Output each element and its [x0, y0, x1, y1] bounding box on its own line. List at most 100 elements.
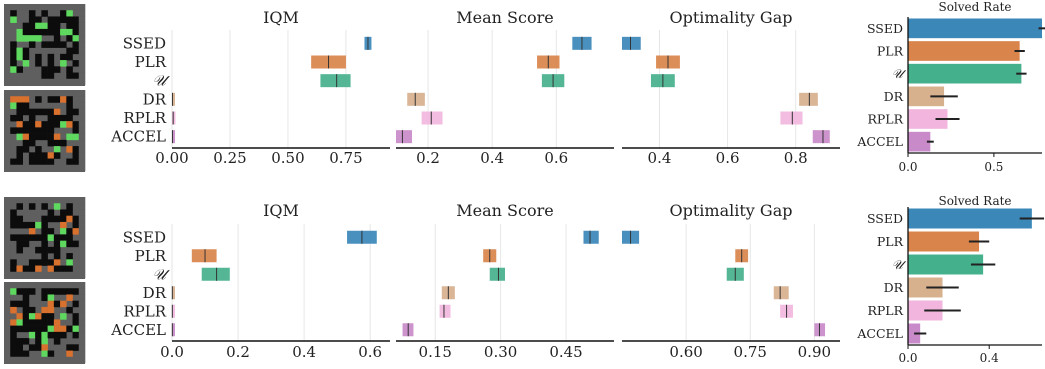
maze-wall-cell: [4, 4, 11, 11]
maze-wall-cell: [10, 164, 17, 172]
maze-floor-cell: [53, 16, 61, 23]
maze-wall-cell: [28, 164, 36, 172]
maze-floor-cell: [41, 288, 48, 295]
method-label: SSED: [867, 21, 903, 36]
maze-floor-cell: [16, 325, 23, 333]
maze-goal-cell: [66, 259, 73, 266]
maze-wall-cell: [35, 271, 42, 279]
maze-wall-cell: [16, 90, 23, 97]
maze-wall-cell: [4, 90, 11, 97]
maze-floor-cell: [60, 265, 67, 273]
maze-floor-cell: [47, 22, 55, 30]
maze-floor-cell: [41, 228, 48, 235]
maze-wall-cell: [4, 158, 11, 166]
maze-wall-cell: [41, 78, 48, 86]
maze-wall-cell: [78, 271, 86, 279]
maze-wall-cell: [41, 271, 48, 279]
maze-wall-cell: [47, 271, 55, 279]
maze-floor-cell: [41, 325, 48, 333]
maze-goal-cell: [60, 313, 67, 320]
maze-floor-cell: [22, 127, 30, 134]
maze-wall-cell: [4, 282, 11, 289]
maze-goal-cell: [72, 35, 80, 42]
maze-floor-cell: [22, 47, 30, 55]
maze-brick-cell: [60, 325, 67, 333]
panel-title: Mean Score: [456, 8, 553, 27]
maze-floor-cell: [53, 300, 61, 308]
maze-goal-cell: [41, 350, 48, 358]
maze-brick-cell: [47, 306, 55, 314]
maze-floor-cell: [47, 96, 55, 103]
maze-floor-cell: [10, 209, 17, 216]
maze-floor-cell: [72, 300, 80, 308]
maze-wall-cell: [4, 209, 11, 216]
maze-goal-cell: [60, 121, 67, 128]
maze-wall-cell: [78, 146, 86, 153]
maze-floor-cell: [10, 344, 17, 351]
maze-wall-cell: [10, 4, 17, 11]
interval-bar: [439, 304, 451, 318]
maze-floor-cell: [22, 121, 30, 128]
maze-wall-cell: [78, 203, 86, 210]
maze-wall-cell: [66, 282, 73, 289]
solved-bar: [908, 208, 1032, 229]
maze-wall-cell: [66, 164, 73, 172]
maze-floor-cell: [72, 28, 80, 36]
maze-floor-cell: [10, 41, 17, 48]
solved-bar: [908, 18, 1042, 39]
maze-wall-cell: [60, 4, 67, 11]
maze-wall-cell: [4, 240, 11, 248]
tick-label: 0.6: [358, 343, 382, 361]
maze-floor-cell: [66, 234, 73, 241]
chart-panels: 0.00 0.25 0.50 0.75IQMSSEDPLR𝒰DRRPLRACCEL0.…: [110, 0, 1045, 365]
maze-floor-cell: [16, 108, 23, 116]
maze-floor-cell: [53, 22, 61, 30]
maze-wall-cell: [16, 78, 23, 86]
tick-label: 0.45: [549, 343, 582, 361]
maze-brick-cell: [47, 265, 55, 273]
maze-brick-cell: [16, 121, 23, 128]
maze-wall-cell: [78, 164, 86, 172]
maze-floor-cell: [22, 108, 30, 116]
maze-wall-cell: [22, 78, 30, 86]
maze-floor-cell: [72, 152, 80, 159]
maze-wall-cell: [78, 294, 86, 301]
maze-floor-cell: [72, 313, 80, 320]
maze-floor-cell: [22, 306, 30, 314]
tick-label: 0.4: [480, 149, 504, 167]
panel-title: IQM: [263, 8, 299, 27]
maze-floor-cell: [47, 108, 55, 116]
maze-floor-cell: [66, 325, 73, 333]
maze-floor-cell: [35, 146, 42, 153]
maze-goal-cell: [47, 325, 55, 333]
interval-panel: 0.15 0.30 0.45 Mean Score: [396, 201, 614, 361]
interval-panel: 0.2 0.4 0.6 Mean Score: [396, 8, 614, 167]
maze-wall-cell: [78, 60, 86, 67]
maze-wall-cell: [78, 288, 86, 295]
interval-bar: [773, 286, 789, 300]
maze-wall-cell: [4, 127, 11, 134]
maze-floor-cell: [28, 306, 36, 314]
maze-brick-cell: [66, 215, 73, 223]
maze-wall-cell: [78, 319, 86, 326]
maze-wall-cell: [78, 22, 86, 30]
maze-brick-cell: [47, 152, 55, 159]
maze-floor-cell: [66, 72, 73, 80]
solved-rate-panel: Solved Rate SSED PLR 𝒰 DR RPLR ACCEL 0.0 0.4: [856, 194, 1045, 365]
maze-wall-cell: [4, 164, 11, 172]
maze-goal-cell: [28, 313, 36, 320]
maze-wall-cell: [4, 350, 11, 358]
maze-floor-cell: [60, 234, 67, 241]
maze-goal-cell: [16, 35, 23, 42]
maze-wall-cell: [4, 265, 11, 273]
solved-bar: [908, 41, 1020, 61]
maze-floor-cell: [16, 221, 23, 229]
maze-floor-cell: [66, 265, 73, 273]
maze-wall-cell: [10, 90, 17, 97]
maze-floor-cell: [72, 221, 80, 229]
maze-brick-cell: [66, 121, 73, 128]
maze-wall-cell: [16, 282, 23, 289]
maze-brick-cell: [22, 133, 30, 141]
